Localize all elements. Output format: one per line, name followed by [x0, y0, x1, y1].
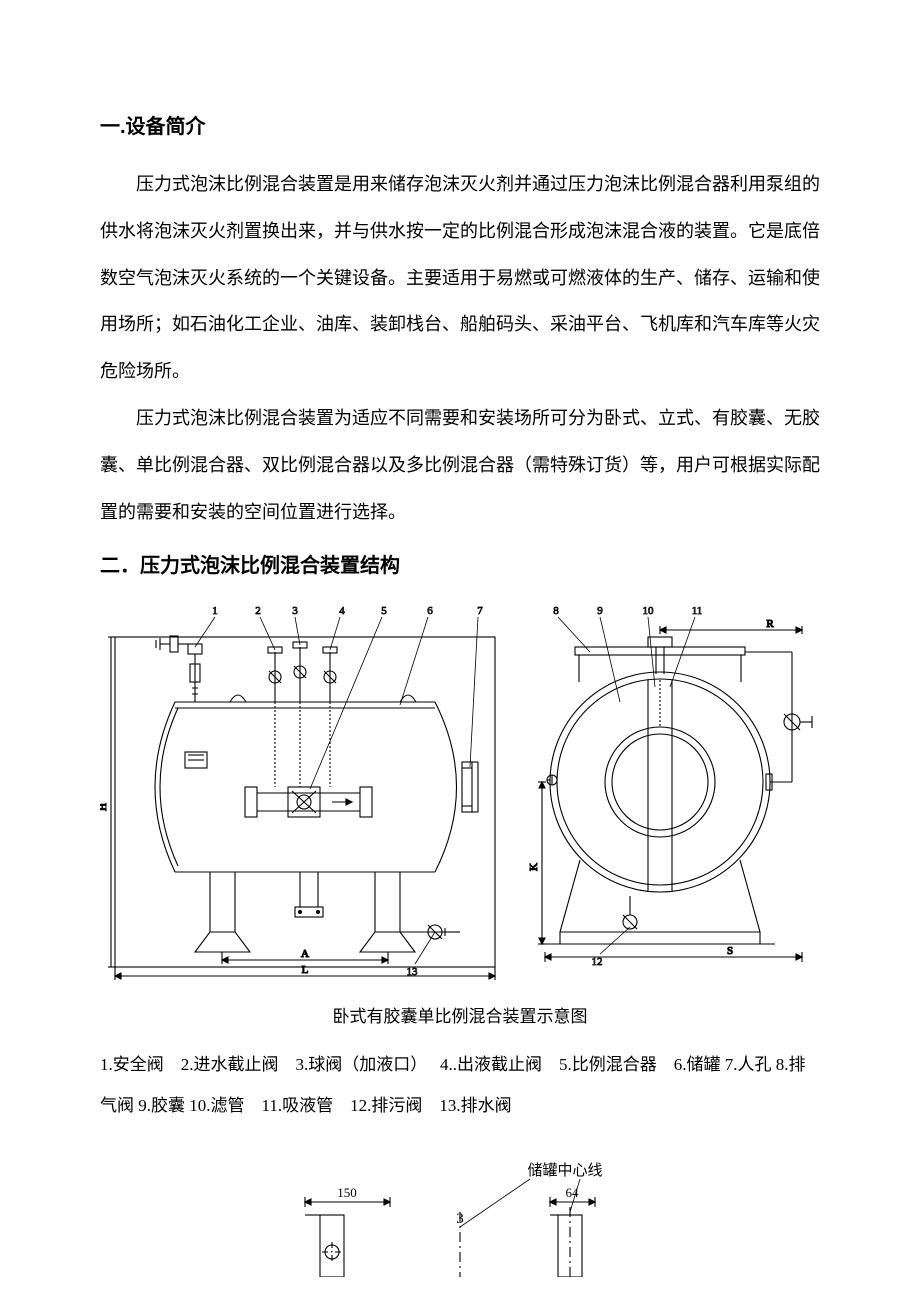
svg-text:S: S — [727, 945, 733, 957]
svg-text:13: 13 — [407, 966, 419, 978]
tank-diagram: H — [100, 592, 820, 992]
diagram-1-legend: 1.安全阀 2.进水截止阀 3.球阀（加液口） 4..出液截止阀 5.比例混合器… — [100, 1045, 820, 1127]
svg-text:1: 1 — [212, 605, 218, 617]
svg-text:3: 3 — [292, 605, 298, 617]
section-2-title: 二．压力式泡沫比例混合装置结构 — [100, 549, 820, 578]
svg-text:7: 7 — [477, 605, 483, 617]
section-1-title: 一.设备简介 — [100, 110, 820, 139]
svg-text:9: 9 — [597, 605, 603, 617]
section-1-paragraph-1: 压力式泡沫比例混合装置是用来储存泡沫灭火剂并通过压力泡沫比例混合器利用泵组的供水… — [100, 161, 820, 395]
svg-text:5: 5 — [381, 605, 387, 617]
svg-text:11: 11 — [692, 605, 703, 617]
svg-text:12: 12 — [592, 956, 603, 968]
svg-text:H: H — [100, 803, 109, 811]
page-number: 3 — [0, 1211, 920, 1228]
svg-text:L: L — [302, 964, 309, 976]
svg-text:K: K — [528, 863, 540, 871]
svg-text:2: 2 — [255, 605, 261, 617]
svg-text:4: 4 — [339, 605, 345, 617]
svg-text:6: 6 — [427, 605, 433, 617]
svg-text:10: 10 — [643, 605, 655, 617]
svg-text:8: 8 — [553, 605, 559, 617]
tank-diagram-svg: H — [100, 592, 820, 987]
section-1-paragraph-2: 压力式泡沫比例混合装置为适应不同需要和安装场所可分为卧式、立式、有胶囊、无胶囊、… — [100, 395, 820, 535]
svg-text:储罐中心线: 储罐中心线 — [527, 1162, 602, 1179]
svg-text:150: 150 — [337, 1185, 357, 1200]
diagram-1-caption: 卧式有胶囊单比例混合装置示意图 — [100, 1002, 820, 1027]
svg-text:64: 64 — [566, 1185, 580, 1200]
svg-text:R: R — [766, 618, 774, 630]
svg-text:A: A — [301, 948, 309, 960]
